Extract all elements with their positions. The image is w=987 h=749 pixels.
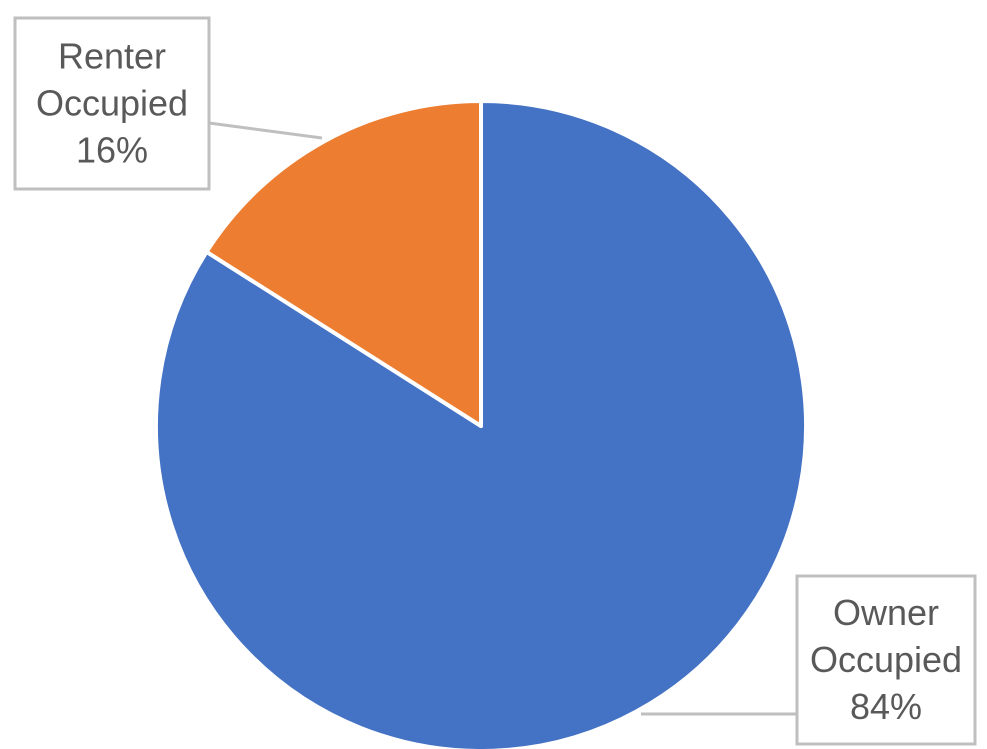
data-labels-layer: Owner Occupied 84% Renter Occupied 16%: [13, 16, 977, 746]
data-label-category: Owner: [833, 592, 939, 633]
data-label-value: 16%: [76, 130, 148, 171]
data-label-value: 84%: [850, 686, 922, 727]
data-label-category: Renter: [58, 36, 166, 77]
data-label-owner-occupied: Owner Occupied 84%: [795, 574, 977, 746]
data-label-category: Occupied: [810, 639, 962, 680]
leader-line-renter-occupied: [208, 121, 323, 140]
data-label-category: Occupied: [36, 83, 188, 124]
data-label-box: [795, 574, 977, 746]
leader-lines-layer: [208, 121, 797, 716]
pie-slice-renter-occupied: [204, 99, 483, 428]
slices-layer: [154, 99, 808, 749]
data-label-renter-occupied: Renter Occupied 16%: [13, 16, 211, 191]
data-label-box: [13, 16, 211, 191]
